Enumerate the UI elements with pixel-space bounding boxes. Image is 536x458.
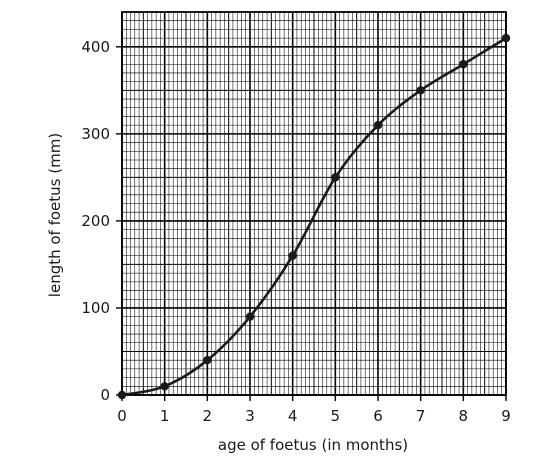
series-line xyxy=(120,36,508,397)
tick-labels: 0 1 2 3 4 5 6 7 8 9 0 100 200 300 400 xyxy=(81,38,510,425)
x-tick-label: 8 xyxy=(459,407,469,425)
y-tick-label: 300 xyxy=(81,125,110,143)
data-point xyxy=(416,86,425,95)
x-tick-label: 4 xyxy=(288,407,298,425)
data-point xyxy=(245,312,255,321)
x-tick-label: 3 xyxy=(245,407,255,425)
data-point xyxy=(288,251,297,260)
data-point xyxy=(160,382,169,391)
data-point xyxy=(117,390,127,400)
x-tick-label: 7 xyxy=(416,407,426,425)
grid xyxy=(121,11,507,396)
series xyxy=(117,33,511,400)
x-axis-title: age of foetus (in months) xyxy=(218,436,408,454)
data-point xyxy=(331,173,340,182)
y-tick-label: 0 xyxy=(100,386,110,404)
x-tick-label: 1 xyxy=(160,407,170,425)
x-tick-label: 6 xyxy=(373,407,383,425)
data-point xyxy=(373,120,383,130)
x-tick-label: 2 xyxy=(203,407,213,425)
data-point xyxy=(203,355,212,365)
data-point xyxy=(459,60,468,69)
x-tick-label: 9 xyxy=(501,407,511,425)
y-tick-label: 200 xyxy=(81,212,110,230)
x-tick-label: 0 xyxy=(117,407,127,425)
y-axis-title: length of foetus (mm) xyxy=(46,133,64,297)
plot-border xyxy=(121,11,507,396)
y-tick-label: 400 xyxy=(81,38,110,56)
x-tick-label: 5 xyxy=(331,407,341,425)
y-tick-label: 100 xyxy=(81,299,110,317)
data-point xyxy=(501,33,511,43)
